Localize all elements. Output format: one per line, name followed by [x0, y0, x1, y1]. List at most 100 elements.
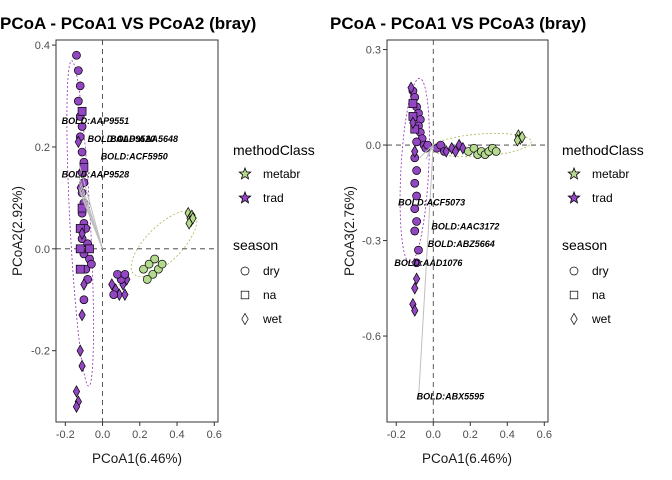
legend2-method-metabr: metabr: [592, 167, 629, 181]
panel2-point-trad-wet: [413, 272, 421, 286]
panel1-ytick-label: 0.4: [35, 40, 50, 52]
panel1-xtick-label: 0.0: [95, 429, 110, 441]
panel1-xlabel: PCoA1(6.46%): [92, 451, 182, 466]
panel1-point-metabr-dry: [157, 259, 167, 269]
legend-2: methodClass metabr trad season dry na we…: [562, 142, 644, 326]
legend1-keys: [238, 166, 252, 326]
panel1-point-trad-dry: [75, 81, 85, 91]
panel2-taxon-label: BOLD:ABX5595: [417, 392, 486, 402]
panel2-point-trad-wet: [442, 145, 450, 158]
panel1-taxon-label: BOLD:AAP9551: [62, 116, 130, 126]
panel1-loading-arrow: [78, 164, 104, 249]
panel2-ytick-label: -0.3: [362, 236, 381, 248]
panel2-point-trad-wet: [411, 281, 419, 295]
panel1-point-trad-dry: [73, 96, 83, 106]
panel2-point-trad-dry: [410, 178, 420, 188]
legend1-method-title: methodClass: [233, 142, 315, 158]
legend-key-dry: [569, 266, 579, 276]
panel2-loading-arrow: [425, 144, 434, 160]
panel2-point-trad-wet: [411, 304, 419, 317]
panel1-point-trad-wet: [76, 344, 84, 357]
panel1-xtick-label: 0.4: [169, 429, 184, 441]
panel2-point-trad-dry: [423, 140, 433, 150]
panel2-loading-arrow: [417, 145, 434, 400]
panel1-point-metabr-wet: [189, 211, 197, 225]
panel1-point-metabr-dry: [144, 259, 154, 269]
panel1-point-metabr-dry: [142, 275, 152, 284]
panel2-point-trad-wet: [451, 145, 460, 158]
legend2-season-na: na: [592, 288, 606, 302]
legend-key-na: [240, 290, 250, 300]
panel2-point-trad-dry: [414, 245, 423, 255]
panel1-taxon-label: BOLD:ACF5950: [101, 152, 168, 162]
panel2-xtick-label: 0.4: [500, 429, 515, 441]
panel1-point-trad-wet: [78, 227, 86, 240]
panel2-plot: -0.2 0.0 0.2 0.4 0.6 0.3 0.0 -0.3 -0.6 BOLD:ACF50…: [362, 40, 552, 441]
legend-key-trad: [238, 190, 252, 204]
panel2-point-trad-dry: [436, 140, 446, 150]
panel1-point-metabr-dry: [148, 269, 158, 279]
legend-key-trad: [567, 190, 581, 204]
panel1-point-trad-dry: [87, 259, 96, 269]
legend-key-metabr: [238, 166, 252, 180]
panel2-taxon-label: BOLD:AAD1076: [394, 258, 463, 268]
panel1-xtick-label: -0.2: [56, 429, 75, 441]
panel1-point-trad-na: [75, 264, 85, 274]
panel1-ellipse-trad: [66, 60, 94, 387]
panel1-point-trad-wet: [72, 400, 81, 414]
panel1-point-trad-wet: [78, 308, 86, 322]
legend1-season-dry: dry: [263, 264, 280, 278]
panel1-ylabel: PCoA2(2.92%): [10, 186, 25, 276]
legend2-season-wet: wet: [591, 312, 611, 326]
panel1-point-trad-wet: [74, 135, 82, 149]
panel2-xtick-label: 0.2: [463, 429, 478, 441]
panel2-point-trad-na: [408, 99, 418, 109]
panel2-point-trad-wet: [411, 145, 419, 158]
panel2-point-metabr-wet: [513, 133, 522, 147]
panel1-title: PCoA - PCoA1 VS PCoA2 (bray): [0, 14, 256, 33]
panel2-taxon-label: BOLD:ABZ5664: [428, 239, 495, 249]
panel1-ytick-label: 0.2: [35, 142, 50, 154]
panel1-ellipse-metabr: [130, 210, 198, 277]
panel2-taxon-label: BOLD:ACF5073: [398, 198, 465, 208]
legend-1: methodClass metabr trad season dry na we…: [233, 142, 315, 326]
panel1-point-metabr-dry: [150, 254, 160, 264]
panel2-xtick-label: 0.6: [537, 429, 552, 441]
panel2-point-trad-dry: [412, 166, 421, 175]
legend-key-metabr: [567, 166, 581, 180]
legend1-season-na: na: [263, 288, 277, 302]
panel2-ellipse-trad: [399, 77, 430, 264]
panel1-point-trad-na: [77, 106, 87, 116]
panel2-ytick-label: 0.3: [366, 45, 381, 57]
panel2-point-trad-dry: [412, 217, 421, 226]
panel2-point-trad-dry: [410, 226, 420, 236]
panel1-point-trad-dry: [120, 269, 130, 279]
panel2-point-metabr-dry: [469, 143, 479, 153]
panel1-ytick-label: -0.2: [31, 346, 50, 358]
panel1-ytick-label: 0.0: [35, 244, 50, 256]
panel1-point-trad-wet: [78, 359, 86, 373]
panel2-ytick-label: -0.6: [362, 331, 381, 343]
panel1-plot: -0.2 0.0 0.2 0.4 0.6 -0.2 0.0 0.2 0.4 BOLD:AAP955…: [31, 40, 222, 441]
legend2-season-title: season: [562, 237, 607, 253]
legend1-method-metabr: metabr: [263, 167, 300, 181]
legend-key-wet: [241, 312, 249, 326]
panel2-point-metabr-wet: [518, 130, 526, 144]
panel1-point-trad-dry: [113, 269, 122, 279]
panel1-point-trad-wet: [121, 288, 129, 301]
panel1-taxon-label: BOLD:AAP9520: [88, 134, 156, 144]
panel1-point-trad-dry: [77, 122, 87, 131]
panel2-taxon-label: BOLD:AAC3172: [431, 221, 499, 231]
panel1-point-trad-dry: [77, 147, 87, 157]
panel2-point-trad-dry: [410, 204, 420, 214]
legend-key-na: [569, 290, 579, 300]
panel1-point-trad-wet: [80, 278, 88, 291]
panel2-title: PCoA - PCoA1 VS PCoA3 (bray): [330, 14, 586, 33]
panel1-point-trad-dry: [72, 50, 81, 60]
panel2-xlabel: PCoA1(6.46%): [422, 451, 512, 466]
panel2-ylabel: PCoA3(2.76%): [342, 186, 357, 276]
panel2-loading-arrow: [419, 144, 434, 159]
panel1-point-trad-dry: [79, 295, 89, 305]
legend1-method-trad: trad: [263, 191, 284, 205]
panel2-point-trad-wet: [409, 116, 417, 130]
